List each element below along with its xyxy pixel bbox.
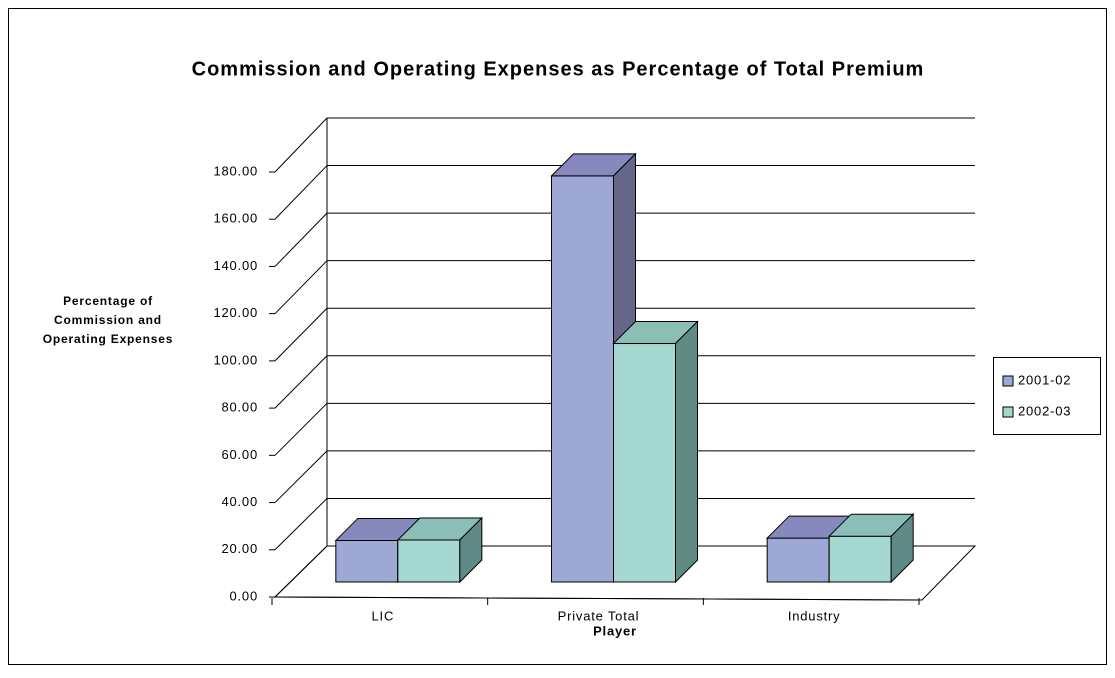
- y-tick-label: 0.00: [229, 588, 258, 603]
- bar-front: [397, 539, 461, 583]
- grid-line-side: [274, 402, 328, 456]
- y-tick-label: 100.00: [213, 352, 258, 367]
- y-tick-label: 80.00: [221, 400, 258, 415]
- grid-line-side: [274, 307, 328, 362]
- grid-line-side: [274, 117, 328, 173]
- grid-line-side: [274, 498, 328, 551]
- x-axis-label: Player: [593, 623, 637, 638]
- legend-box: [993, 357, 1101, 435]
- bar-front: [551, 175, 614, 583]
- chart-title: Commission and Operating Expenses as Per…: [192, 58, 925, 80]
- y-tick-label: 180.00: [213, 163, 258, 178]
- grid-line-side: [274, 545, 328, 598]
- grid-line-side: [274, 165, 328, 220]
- y-tick-label: 20.00: [221, 541, 258, 556]
- x-tick-label: Industry: [788, 608, 841, 623]
- bar-front: [613, 343, 676, 583]
- grid-line-side: [274, 212, 328, 267]
- legend-swatch: [1002, 375, 1014, 387]
- x-tick-label: Private Total: [558, 608, 640, 623]
- y-axis-label: Percentage of: [63, 294, 153, 308]
- legend-label: 2002-03: [1018, 403, 1071, 418]
- grid-line-side: [274, 450, 328, 503]
- bar-side: [459, 516, 483, 584]
- bar-front: [335, 539, 399, 583]
- y-tick-label: 140.00: [213, 258, 258, 273]
- y-tick-label: 40.00: [221, 494, 258, 509]
- grid-line-side: [274, 260, 328, 315]
- y-tick-label: 160.00: [213, 211, 258, 226]
- bar-side: [890, 512, 914, 584]
- y-tick-label: 60.00: [221, 447, 258, 462]
- x-tick-label: LIC: [372, 608, 395, 623]
- bar-front: [766, 537, 830, 583]
- legend-swatch: [1002, 406, 1014, 418]
- legend-label: 2001-02: [1018, 372, 1071, 387]
- grid-line-side: [274, 355, 328, 409]
- y-axis-label: Operating Expenses: [43, 332, 173, 346]
- x-axis: [274, 596, 923, 601]
- bar-front: [828, 535, 892, 583]
- y-tick-label: 120.00: [213, 305, 258, 320]
- y-axis-label: Commission and: [54, 313, 162, 327]
- bar-side: [675, 320, 698, 584]
